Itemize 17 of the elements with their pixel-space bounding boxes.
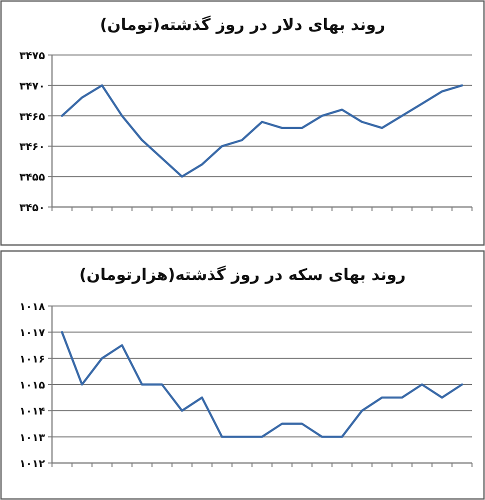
chart-title: روند بهای سکه در روز گذشته(هزارتومان) [79, 265, 406, 284]
y-tick-label: ۱۰۱۵ [19, 380, 46, 392]
y-tick-label: ۱۰۱۶ [19, 353, 45, 366]
y-tick-label: ۳۴۶۰ [19, 141, 45, 154]
y-tick-label: ۱۰۱۲ [19, 458, 46, 470]
y-tick-label: ۳۴۷۵ [19, 50, 46, 62]
y-tick-label: ۳۴۵۰ [19, 202, 45, 214]
y-tick-label: ۳۴۷۰ [19, 80, 45, 92]
y-tick-label: ۱۰۱۳ [19, 432, 46, 444]
y-tick-label: ۱۰۱۷ [19, 327, 46, 340]
line-series [60, 331, 464, 438]
y-tick-label: ۳۴۵۵ [19, 172, 46, 184]
y-tick-label: ۱۰۱۴ [19, 406, 46, 418]
y-tick-label: ۱۰۱۸ [19, 301, 46, 313]
line-series [60, 84, 464, 178]
y-tick-label: ۳۴۶۵ [19, 110, 46, 123]
chart-title: روند بهای دلار در روز گذشته(تومان) [100, 15, 386, 34]
